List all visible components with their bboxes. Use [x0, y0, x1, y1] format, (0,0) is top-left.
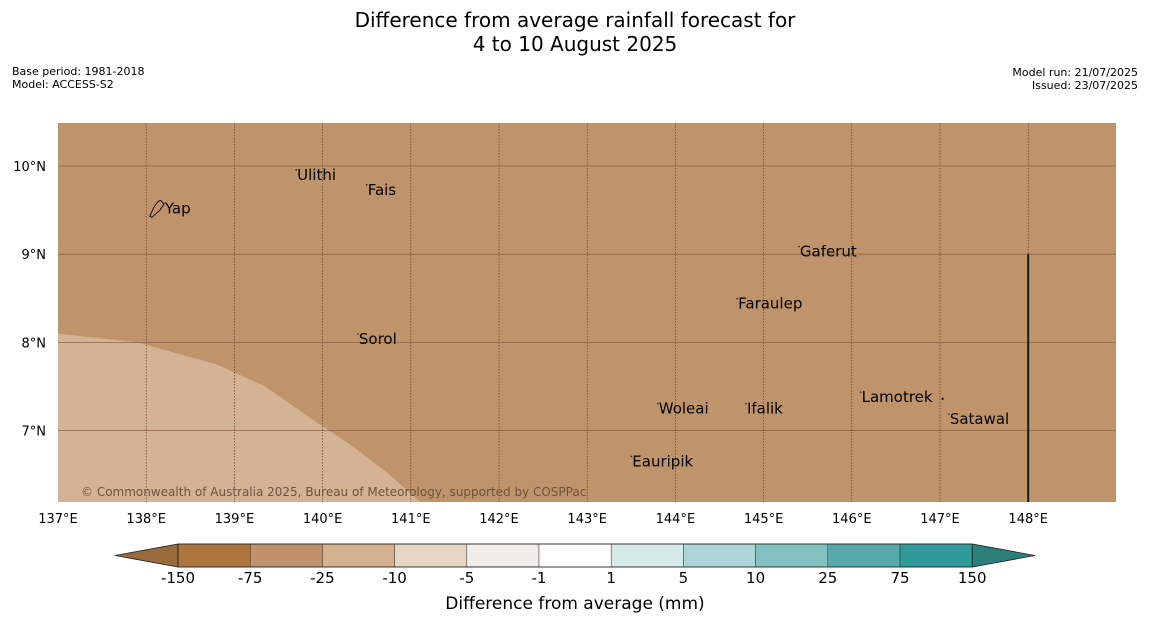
lon-tick-label: 138°E	[126, 512, 166, 527]
place-label: Yap	[164, 199, 191, 217]
colorbar-segment	[755, 543, 829, 568]
colorbar-segment	[394, 543, 468, 568]
place-label: Sorol	[359, 330, 397, 348]
colorbar-low-extend	[114, 543, 179, 568]
lat-tick-label: 7°N	[22, 425, 47, 440]
colorbar-tick-label: -25	[310, 569, 335, 587]
meta-left: Base period: 1981-2018 Model: ACCESS-S2	[12, 65, 144, 91]
colorbar-tick-label: -5	[459, 569, 474, 587]
colorbar-tick-label: 5	[679, 569, 689, 587]
place-marker	[630, 455, 633, 458]
colorbar-segment	[466, 543, 540, 568]
place-marker	[357, 333, 359, 335]
place-marker	[798, 245, 800, 248]
colorbar-tick-label: 75	[890, 569, 909, 587]
place-marker	[163, 202, 165, 205]
place-label: Fais	[368, 181, 397, 199]
lon-tick-label: 145°E	[744, 512, 784, 527]
lat-tick-label: 9°N	[22, 248, 47, 263]
place-label: Ulithi	[297, 166, 336, 184]
place-label: Satawal	[950, 410, 1009, 428]
meta-right: Model run: 21/07/2025 Issued: 23/07/2025	[1012, 66, 1138, 92]
lon-tick-label: 144°E	[656, 512, 696, 527]
island-marker	[941, 397, 944, 401]
place-marker	[736, 297, 738, 300]
place-label: Gaferut	[800, 243, 857, 261]
yap-island	[149, 199, 165, 218]
colorbar-segment	[322, 543, 395, 568]
lon-tick-label: 146°E	[832, 512, 872, 527]
place-marker	[948, 413, 950, 415]
colorbar-tick-label: -75	[238, 569, 263, 587]
place-marker	[295, 169, 297, 171]
colorbar-segment	[177, 543, 251, 568]
lon-tick-label: 142°E	[479, 512, 519, 527]
colorbar-segment	[899, 543, 973, 568]
issued-text: Issued: 23/07/2025	[1031, 79, 1138, 92]
place-label: Woleai	[659, 400, 709, 418]
colorbar-frame	[177, 543, 973, 568]
lon-tick-label: 147°E	[920, 512, 960, 527]
colorbar-tick-label: 1	[606, 569, 616, 587]
title-line-1: Difference from average rainfall forecas…	[354, 8, 796, 32]
place-label: Ifalik	[747, 400, 783, 418]
colorbar-segment	[249, 543, 323, 568]
base-period-text: Base period: 1981-2018	[12, 65, 145, 78]
place-label: Lamotrek	[862, 388, 933, 406]
lat-tick-label: 10°N	[13, 160, 46, 175]
wetter-region	[58, 333, 420, 502]
colorbar-tick-label: 25	[818, 569, 837, 587]
lon-tick-label: 141°E	[391, 512, 431, 527]
lon-tick-label: 140°E	[303, 512, 343, 527]
lon-tick-label: 143°E	[567, 512, 607, 527]
lon-tick-label: 148°E	[1008, 512, 1048, 527]
colorbar-label: Difference from average (mm)	[445, 594, 705, 614]
colorbar-tick-label: -150	[161, 569, 195, 587]
lon-tick-label: 139°E	[215, 512, 255, 527]
place-marker	[745, 402, 747, 405]
colorbar-segment	[538, 543, 612, 568]
colorbar-segment	[610, 543, 684, 568]
colorbar-segment	[683, 543, 756, 568]
colorbar-tick-label: 10	[746, 569, 765, 587]
copyright-text: © Commonwealth of Australia 2025, Bureau…	[81, 485, 586, 499]
place-marker	[656, 402, 659, 405]
model-text: Model: ACCESS-S2	[12, 78, 114, 91]
place-marker	[365, 184, 368, 186]
title-line-2: 4 to 10 August 2025	[472, 32, 678, 56]
colorbar-high-extend	[971, 543, 1036, 568]
colorbar-tick-label: -1	[532, 569, 547, 587]
lat-tick-label: 8°N	[22, 336, 47, 351]
colorbar-tick-label: -10	[382, 569, 407, 587]
colorbar-tick-label: 150	[958, 569, 987, 587]
lon-tick-label: 137°E	[38, 512, 78, 527]
colorbar-segment	[827, 543, 901, 568]
chart-title: Difference from average rainfall forecas…	[0, 8, 1150, 56]
place-marker	[859, 391, 862, 393]
model-run-text: Model run: 21/07/2025	[1012, 66, 1138, 79]
place-label: Eauripik	[632, 452, 693, 470]
place-label: Faraulep	[738, 295, 802, 313]
